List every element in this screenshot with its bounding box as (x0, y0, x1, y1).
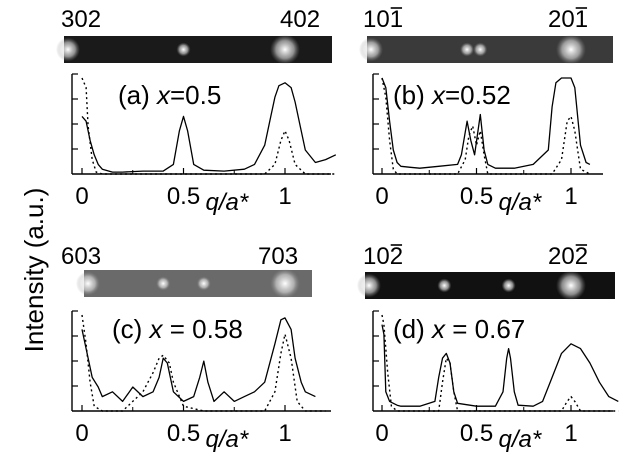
series-data-line (81, 317, 316, 403)
strip-label-right: 201 (548, 6, 588, 33)
x-tick-label: 0.5 (167, 420, 200, 447)
x-tick-label: 0 (75, 183, 88, 210)
strip-spot (270, 34, 300, 65)
strip-spot (357, 273, 381, 298)
strip-label-left: 603 (61, 243, 101, 270)
strip-label-right: 703 (258, 243, 298, 270)
strip-spot (76, 271, 100, 296)
x-tick-label: 0.5 (460, 183, 493, 210)
x-axis-label: q/a* (499, 426, 542, 453)
strip-spot (460, 42, 475, 57)
strip-label-left: 101 (363, 6, 403, 33)
x-axis-label: q/a* (206, 426, 249, 453)
strip-spot (176, 42, 191, 57)
panel-label: (b) x=0.52 (393, 80, 511, 110)
x-tick-label: 1 (278, 183, 291, 210)
x-tick-label: 1 (564, 420, 577, 447)
x-axis-label: q/a* (499, 189, 542, 216)
panel-c: 603 703 0 0.5 1 q/a* (c) x = 0.58 (61, 243, 331, 453)
series-data-line (381, 324, 619, 407)
panel-d: 102 202 0 0.5 1 q/a* (d) x = 0.67 (357, 243, 619, 453)
strip-spot (556, 270, 586, 301)
strip-spot (437, 278, 452, 293)
strip-spot (359, 37, 383, 62)
strip-spot (56, 37, 80, 62)
series-data-line (81, 82, 337, 173)
strip-label-left: 102 (363, 243, 403, 270)
strip-spot (270, 268, 300, 299)
panel-label: (c) x = 0.58 (112, 314, 243, 344)
series-fit-line (81, 314, 326, 412)
strip-label-right: 202 (548, 243, 588, 270)
x-tick-label: 0.5 (460, 420, 493, 447)
series-data-line (381, 77, 591, 169)
x-axis-label: q/a* (206, 189, 249, 216)
x-tick-label: 0 (375, 183, 388, 210)
x-tick-label: 0 (375, 420, 388, 447)
strip-spot (473, 42, 488, 57)
x-tick-label: 1 (564, 183, 577, 210)
panel-label: (a) x=0.5 (118, 80, 221, 110)
x-tick-label: 1 (278, 420, 291, 447)
strip-spot (156, 276, 171, 291)
x-tick-label: 0 (75, 420, 88, 447)
strip-label-left: 302 (61, 6, 101, 33)
strip-spot (501, 278, 516, 293)
series-fit-line (81, 77, 336, 175)
panel-b: 101 201 0 0.5 1 q/a* (b) x=0.52 (359, 6, 613, 216)
x-tick-label: 0.5 (167, 183, 200, 210)
strip-spot (556, 34, 586, 65)
panel-a: 302 402 0 0.5 1 q/a* (a) x=0.5 (56, 6, 337, 216)
strip-spot (196, 276, 211, 291)
strip-label-right: 402 (280, 6, 320, 33)
series-fit-line (381, 314, 619, 412)
y-axis-label: Intensity (a.u.) (19, 188, 49, 353)
panel-label: (d) x = 0.67 (393, 314, 525, 344)
